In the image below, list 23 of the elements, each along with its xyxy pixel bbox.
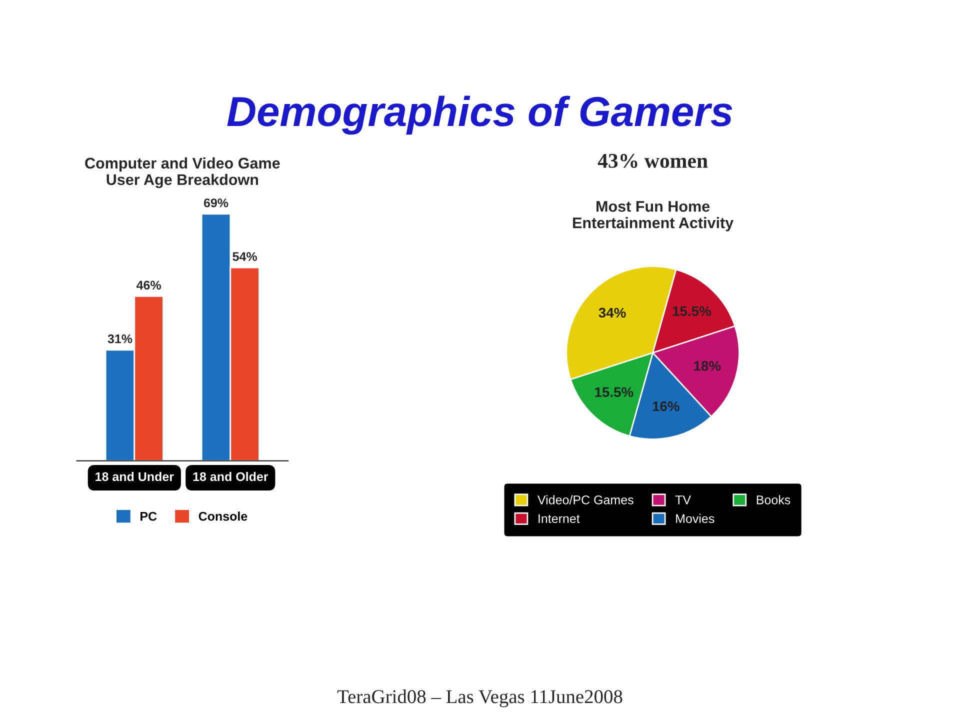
chart-title: Most Fun Home Entertainment Activity <box>573 201 734 232</box>
text: Demographics of Gamers <box>227 96 732 135</box>
data-label: 18% <box>694 360 721 371</box>
x-tick-label: 18 and Older <box>193 472 268 482</box>
data-label: 69% <box>204 198 228 208</box>
chart-title: Computer and Video Game User Age Breakdown <box>85 157 280 188</box>
legend-label: TV <box>675 496 691 504</box>
data-label: 15.5% <box>595 387 634 398</box>
data-label: 54% <box>232 252 257 261</box>
data-label: 31% <box>108 334 132 344</box>
legend-label: Video/PC Games <box>538 495 634 504</box>
text: 43% women <box>598 154 708 168</box>
data-label: 15.5% <box>672 306 712 316</box>
data-label: 16% <box>652 401 680 412</box>
legend-label: Internet <box>538 514 580 524</box>
legend-label: Books <box>756 495 790 504</box>
data-label: 34% <box>598 308 626 318</box>
legend-label: Console <box>198 512 248 521</box>
legend-label: PC <box>140 512 157 521</box>
legend-label: Movies <box>676 514 714 524</box>
data-label: 46% <box>136 280 161 290</box>
text: TeraGrid08 – Las Vegas 11June2008 <box>337 690 622 708</box>
x-tick-label: 18 and Under <box>96 472 174 482</box>
